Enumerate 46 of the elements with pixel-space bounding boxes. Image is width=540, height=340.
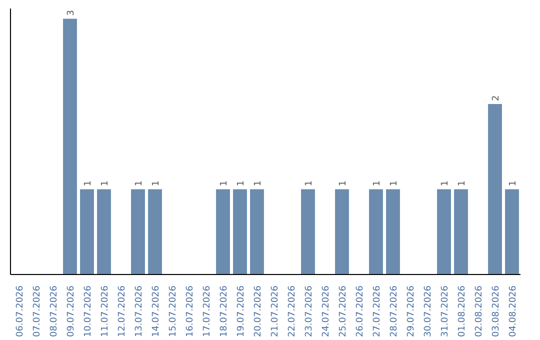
data-label: 1 [338,180,348,186]
data-label: 1 [100,180,110,186]
x-tick-label: 12.07.2026 [118,285,128,338]
x-tick-label: 18.07.2026 [220,285,230,338]
x-tick-label: 30.07.2026 [424,285,434,338]
x-tick-label: 16.07.2026 [186,285,196,338]
data-label: 1 [134,180,144,186]
data-label: 1 [440,180,450,186]
x-tick-label: 14.07.2026 [152,285,162,338]
x-tick-label: 09.07.2026 [66,285,76,338]
data-label: 1 [152,180,162,186]
x-tick-label: 31.07.2026 [440,285,450,338]
x-tick-label: 23.07.2026 [304,285,314,338]
x-tick-label: 25.07.2026 [338,285,348,338]
data-label: 1 [220,180,230,186]
data-label: 3 [66,10,76,16]
data-label: 1 [254,180,264,186]
x-tick-label: 29.07.2026 [406,285,416,338]
x-tick-label: 26.07.2026 [356,285,366,338]
data-label: 1 [236,180,246,186]
data-label: 1 [84,180,94,186]
x-tick-label: 08.07.2026 [50,285,60,338]
x-tick-label: 24.07.2026 [322,285,332,338]
x-tick-label: 06.07.2026 [16,285,26,338]
data-label: 1 [372,180,382,186]
data-label: 1 [458,180,468,186]
data-label: 1 [304,180,314,186]
x-tick-label: 27.07.2026 [372,285,382,338]
x-tick-label: 15.07.2026 [168,285,178,338]
x-tick-label: 01.08.2026 [458,285,468,338]
x-tick-label: 10.07.2026 [84,285,94,338]
x-tick-label: 02.08.2026 [474,285,484,338]
x-tick-label: 07.07.2026 [32,285,42,338]
x-tick-label: 28.07.2026 [390,285,400,338]
x-tick-label: 19.07.2026 [236,285,246,338]
x-tick-label: 13.07.2026 [134,285,144,338]
x-tick-label: 17.07.2026 [202,285,212,338]
x-tick-label: 11.07.2026 [100,285,110,338]
data-label: 2 [492,95,502,101]
x-tick-label: 22.07.2026 [288,285,298,338]
data-label: 1 [508,180,518,186]
x-tick-label: 03.08.2026 [492,285,502,338]
data-label: 1 [390,180,400,186]
x-tick-label: 21.07.2026 [270,285,280,338]
x-tick-label: 20.07.2026 [254,285,264,338]
x-tick-label: 04.08.2026 [508,285,518,338]
